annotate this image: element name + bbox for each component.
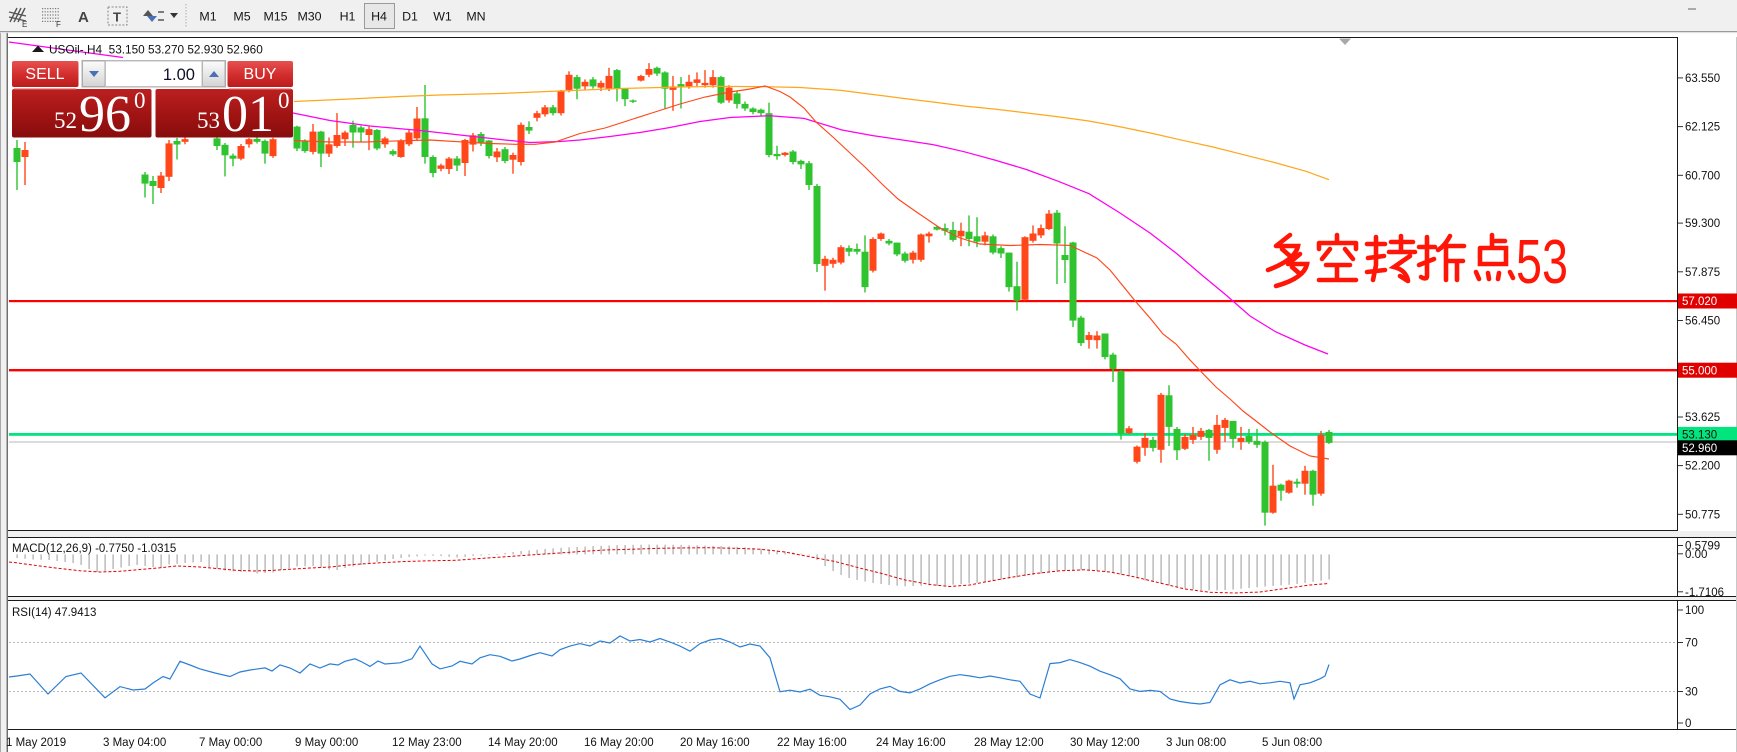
svg-text:14 May 20:00: 14 May 20:00 <box>488 737 558 749</box>
svg-text:55.000: 55.000 <box>1682 365 1717 377</box>
svg-text:0: 0 <box>134 88 146 113</box>
svg-text:20 May 16:00: 20 May 16:00 <box>680 737 750 749</box>
svg-text:0: 0 <box>278 88 290 113</box>
svg-text:60.700: 60.700 <box>1685 170 1720 182</box>
svg-text:E: E <box>22 20 27 29</box>
svg-text:SELL: SELL <box>25 66 64 83</box>
svg-text:63.550: 63.550 <box>1685 73 1720 85</box>
svg-text:28 May 12:00: 28 May 12:00 <box>974 737 1044 749</box>
svg-text:T: T <box>113 10 121 25</box>
svg-text:M30: M30 <box>297 10 321 24</box>
svg-text:12 May 23:00: 12 May 23:00 <box>392 737 462 749</box>
svg-text:M15: M15 <box>263 10 287 24</box>
svg-text:BUY: BUY <box>244 66 277 83</box>
svg-text:53.625: 53.625 <box>1685 412 1720 424</box>
svg-text:53: 53 <box>197 108 220 133</box>
svg-text:5 Jun 08:00: 5 Jun 08:00 <box>1262 737 1322 749</box>
svg-text:62.125: 62.125 <box>1685 122 1720 134</box>
svg-text:A: A <box>78 9 89 26</box>
svg-text:16 May 20:00: 16 May 20:00 <box>584 737 654 749</box>
svg-text:57.020: 57.020 <box>1682 296 1717 308</box>
svg-text:01: 01 <box>222 86 274 143</box>
svg-text:96: 96 <box>79 86 131 143</box>
svg-text:100: 100 <box>1685 605 1704 617</box>
svg-text:1.00: 1.00 <box>163 66 195 84</box>
svg-text:0.5799: 0.5799 <box>1685 541 1720 553</box>
svg-text:0.00: 0.00 <box>1685 549 1707 561</box>
svg-text:M5: M5 <box>233 10 250 24</box>
svg-text:3 Jun 08:00: 3 Jun 08:00 <box>1166 737 1226 749</box>
svg-text:52.200: 52.200 <box>1685 461 1720 473</box>
svg-text:F: F <box>56 20 61 29</box>
svg-text:53.130: 53.130 <box>1682 430 1717 442</box>
svg-text:52: 52 <box>54 108 77 133</box>
svg-text:1 May 2019: 1 May 2019 <box>6 737 66 749</box>
svg-text:50.775: 50.775 <box>1685 509 1720 521</box>
svg-text:M1: M1 <box>199 10 216 24</box>
svg-text:57.875: 57.875 <box>1685 267 1720 279</box>
svg-text:24 May 16:00: 24 May 16:00 <box>876 737 946 749</box>
svg-text:30: 30 <box>1685 687 1698 699</box>
svg-text:USOil-,H4 53.150 53.270 52.93: USOil-,H4 53.150 53.270 52.930 52.960 <box>49 43 263 57</box>
svg-text:MACD(12,26,9) -0.7750 -1.0315: MACD(12,26,9) -0.7750 -1.0315 <box>12 543 176 555</box>
svg-text:30 May 12:00: 30 May 12:00 <box>1070 737 1140 749</box>
svg-text:D1: D1 <box>402 10 418 24</box>
svg-text:-1.7106: -1.7106 <box>1685 587 1724 599</box>
svg-text:9 May 00:00: 9 May 00:00 <box>295 737 358 749</box>
svg-text:RSI(14) 47.9413: RSI(14) 47.9413 <box>12 607 96 619</box>
svg-text:7 May 00:00: 7 May 00:00 <box>199 737 262 749</box>
svg-text:3 May 04:00: 3 May 04:00 <box>103 737 166 749</box>
svg-text:59.300: 59.300 <box>1685 218 1720 230</box>
svg-text:52.960: 52.960 <box>1682 443 1717 455</box>
svg-text:0: 0 <box>1685 718 1691 730</box>
svg-text:H1: H1 <box>340 10 356 24</box>
svg-text:22 May 16:00: 22 May 16:00 <box>777 737 847 749</box>
svg-text:MN: MN <box>466 10 485 24</box>
svg-text:W1: W1 <box>433 10 452 24</box>
svg-text:70: 70 <box>1685 638 1698 650</box>
svg-text:56.450: 56.450 <box>1685 316 1720 328</box>
svg-text:H4: H4 <box>371 10 387 24</box>
svg-text:53: 53 <box>1516 228 1568 297</box>
